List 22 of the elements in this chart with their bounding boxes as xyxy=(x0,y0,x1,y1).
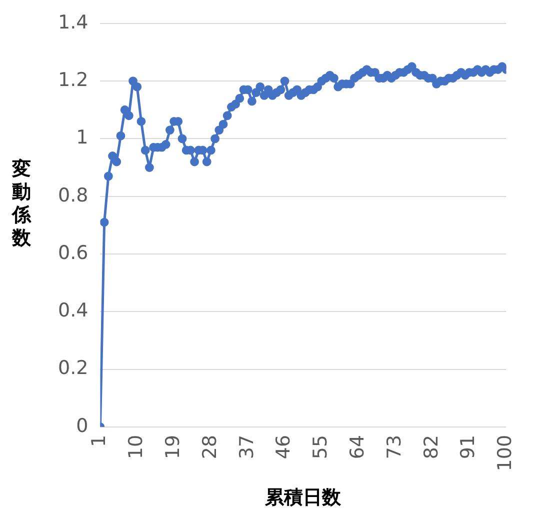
x-tick-label: 55 xyxy=(310,434,332,460)
x-tick-label: 73 xyxy=(383,434,406,460)
x-tick-label: 10 xyxy=(125,434,148,460)
y-tick-label: 0.2 xyxy=(58,357,88,380)
x-tick-label: 64 xyxy=(346,434,369,460)
x-tick-label: 82 xyxy=(420,434,442,460)
y-tick-label: 0.4 xyxy=(58,300,88,322)
x-tick-label: 28 xyxy=(198,434,221,460)
x-tick-label: 1 xyxy=(88,434,110,448)
y-axis-title: 変動係数 xyxy=(12,158,31,250)
y-tick-label: 1.4 xyxy=(58,11,88,34)
y-tick-label: 1 xyxy=(76,126,88,149)
x-tick-label: 37 xyxy=(236,434,258,460)
y-tick-label: 1.2 xyxy=(58,68,88,91)
x-tick-label: 19 xyxy=(162,434,184,460)
y-tick-label: 0.8 xyxy=(58,184,88,206)
x-tick-label: 91 xyxy=(457,434,480,460)
x-tick-label: 100 xyxy=(494,434,516,472)
x-tick-label: 46 xyxy=(272,434,295,460)
x-axis-title: 累積日数 xyxy=(264,486,342,509)
y-tick-label: 0.6 xyxy=(58,242,88,264)
y-tick-label: 0 xyxy=(76,414,88,437)
